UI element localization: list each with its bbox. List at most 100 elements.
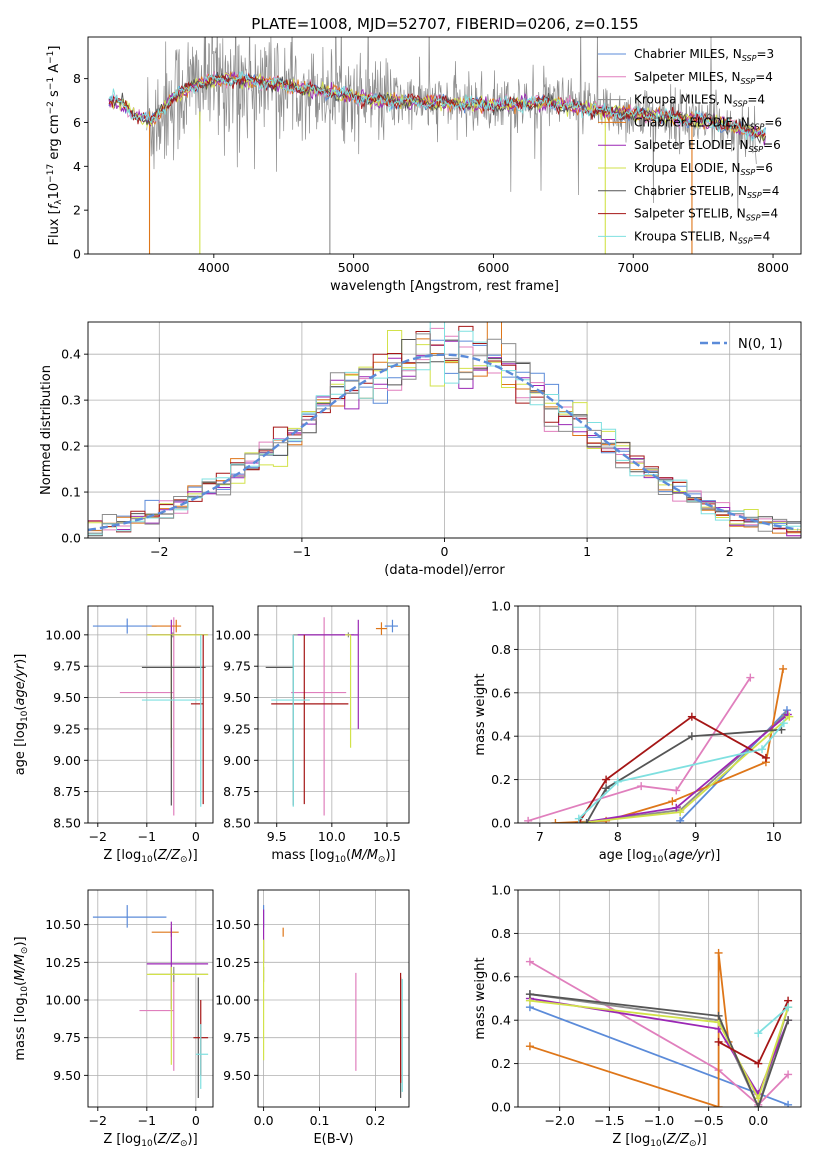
y-tick-label: 9.00 — [53, 753, 81, 768]
weight-line-cyan — [757, 1006, 789, 1034]
y-tick-label: 8.75 — [53, 784, 81, 799]
age_vs_mass-marks — [265, 617, 398, 816]
y-axis-label: mass weight — [473, 957, 488, 1039]
y-axis-label: Normed distribution — [39, 365, 54, 495]
y-tick-label: 0.4 — [61, 347, 81, 362]
x-tick-label: 2 — [726, 544, 734, 559]
weight-line-red — [578, 715, 767, 823]
age_vs_Z-marks — [92, 617, 209, 816]
legend-label: Kroupa MILES, NSSP=4 — [634, 93, 765, 109]
legend-label: Kroupa ELODIE, NSSP=6 — [634, 161, 773, 177]
legend-label: Salpeter ELODIE, NSSP=6 — [634, 138, 781, 154]
x-tick-label: 10.0 — [318, 829, 346, 844]
x-tick-label: 0.0 — [748, 1113, 768, 1128]
y-tick-label: 0.4 — [491, 729, 511, 744]
y-axis-label: mass [log10(M/M⊙)] — [13, 936, 30, 1060]
x-tick-label: −1 — [138, 829, 156, 844]
figure-title: PLATE=1008, MJD=52707, FIBERID=0206, z=0… — [251, 15, 638, 33]
axes-frame — [87, 889, 214, 1108]
x-tick-label: −0.5 — [693, 1113, 723, 1128]
x-axis-label: age [log10(age/yr)] — [599, 848, 721, 865]
x-axis-label: Z [log10(Z/Z⊙)] — [103, 848, 197, 865]
x-tick-label: −2 — [89, 1113, 107, 1128]
y-tick-label: 8 — [73, 71, 81, 86]
weight-line-pink — [529, 960, 789, 1107]
x-tick-label: 1 — [583, 544, 591, 559]
y-tick-label: 10.50 — [215, 917, 251, 932]
y-tick-label: 0.0 — [491, 816, 511, 831]
mass_vs_ebv-marks — [262, 905, 403, 1098]
x-tick-label: −1.5 — [594, 1113, 624, 1128]
weight-line-red — [718, 1000, 789, 1065]
legend-label: Chabrier STELIB, NSSP=4 — [634, 184, 779, 200]
y-tick-label: 1.0 — [491, 599, 511, 614]
y-tick-label: 10.50 — [45, 917, 81, 932]
mass_vs_Z-panel: −2 −1 0 9.50 9.75 10.00 10.25 10.50 Z [log10(Z/Z… — [13, 889, 214, 1149]
y-tick-label: 2 — [73, 203, 81, 218]
legend-label: Kroupa STELIB, NSSP=4 — [634, 229, 770, 245]
y-tick-label: 0.8 — [491, 642, 511, 657]
y-tick-label: 9.50 — [53, 1068, 81, 1083]
x-axis-label: wavelength [Angstrom, rest frame] — [330, 279, 559, 294]
spectrum-model-cyan — [108, 71, 766, 142]
legend-label: Chabrier MILES, NSSP=3 — [634, 47, 774, 63]
x-tick-label: 8 — [614, 829, 622, 844]
y-tick-label: 10.00 — [215, 993, 251, 1008]
weight-line-dark — [529, 993, 789, 1107]
x-tick-label: −1 — [138, 1113, 156, 1128]
x-axis-label: Z [log10(Z/Z⊙)] — [612, 1132, 706, 1149]
weight_vs_age-marks — [524, 664, 794, 823]
mass_vs_ebv-panel: 0.0 0.1 0.2 9.50 9.75 10.00 10.25 10.50 E(B-V) — [215, 889, 410, 1147]
x-tick-label: 6000 — [478, 260, 510, 275]
y-axis-label: age [log10(age/yr)] — [13, 654, 30, 776]
y-tick-label: 9.75 — [53, 659, 81, 674]
x-tick-label: 0 — [192, 829, 200, 844]
x-tick-label: 7000 — [617, 260, 649, 275]
axes-frame — [517, 889, 802, 1108]
x-tick-label: −2 — [150, 544, 168, 559]
x-tick-label: 4000 — [198, 260, 230, 275]
y-tick-label: 9.00 — [223, 753, 251, 768]
legend-label: Salpeter STELIB, NSSP=4 — [634, 207, 778, 223]
x-axis-label: (data-model)/error — [384, 563, 505, 578]
weight-line-blue — [529, 1006, 789, 1106]
y-tick-label: 10.00 — [45, 627, 81, 642]
y-tick-label: 0.6 — [491, 969, 511, 984]
axes-frame — [87, 605, 214, 824]
y-tick-label: 9.25 — [223, 721, 251, 736]
x-axis-label: E(B-V) — [313, 1132, 353, 1147]
y-tick-label: 0.8 — [491, 926, 511, 941]
y-tick-label: 10.25 — [215, 955, 251, 970]
x-tick-label: 8000 — [757, 260, 789, 275]
x-tick-label: 0.1 — [310, 1113, 330, 1128]
y-tick-label: 0.2 — [61, 439, 81, 454]
residuals-panel: −2 −1 0 1 2 0.0 0.1 0.2 0.3 0.4 (data-model)/error… — [39, 321, 802, 578]
weight-line-dark — [585, 728, 782, 823]
y-axis-label: Flux [fλ10−17 erg cm−2 s−1 A−1] — [46, 46, 64, 246]
axes-frame — [257, 605, 410, 824]
y-tick-label: 9.50 — [223, 1068, 251, 1083]
y-tick-label: 10.00 — [215, 627, 251, 642]
spectrum-panel: 4000 5000 6000 7000 8000 0 2 4 6 8 wavelength [Ang… — [46, 36, 802, 294]
y-tick-label: 0.3 — [61, 393, 81, 408]
x-tick-label: 7 — [536, 829, 544, 844]
y-tick-label: 0.4 — [491, 1013, 511, 1028]
axes-frame — [257, 889, 410, 1108]
y-tick-label: 8.75 — [223, 784, 251, 799]
y-tick-label: 4 — [73, 159, 81, 174]
x-tick-label: 10.5 — [373, 829, 401, 844]
mass_vs_Z-marks — [92, 905, 209, 1098]
y-tick-label: 9.50 — [53, 690, 81, 705]
x-tick-label: 0.0 — [254, 1113, 274, 1128]
x-tick-label: −1 — [293, 544, 311, 559]
residuals-marks — [88, 322, 801, 537]
y-axis-label: mass weight — [473, 673, 488, 755]
age_vs_Z-panel: −2 −1 0 8.50 8.75 9.00 9.25 9.50 9.75 10.00 Z [log… — [13, 605, 214, 865]
spectrum-marks — [108, 37, 766, 254]
x-tick-label: −2.0 — [545, 1113, 575, 1128]
weight_vs_Z-marks — [525, 948, 793, 1107]
y-tick-label: 10.00 — [45, 993, 81, 1008]
y-tick-label: 8.50 — [53, 816, 81, 831]
y-tick-label: 0.2 — [491, 1056, 511, 1071]
x-tick-label: 5000 — [338, 260, 370, 275]
